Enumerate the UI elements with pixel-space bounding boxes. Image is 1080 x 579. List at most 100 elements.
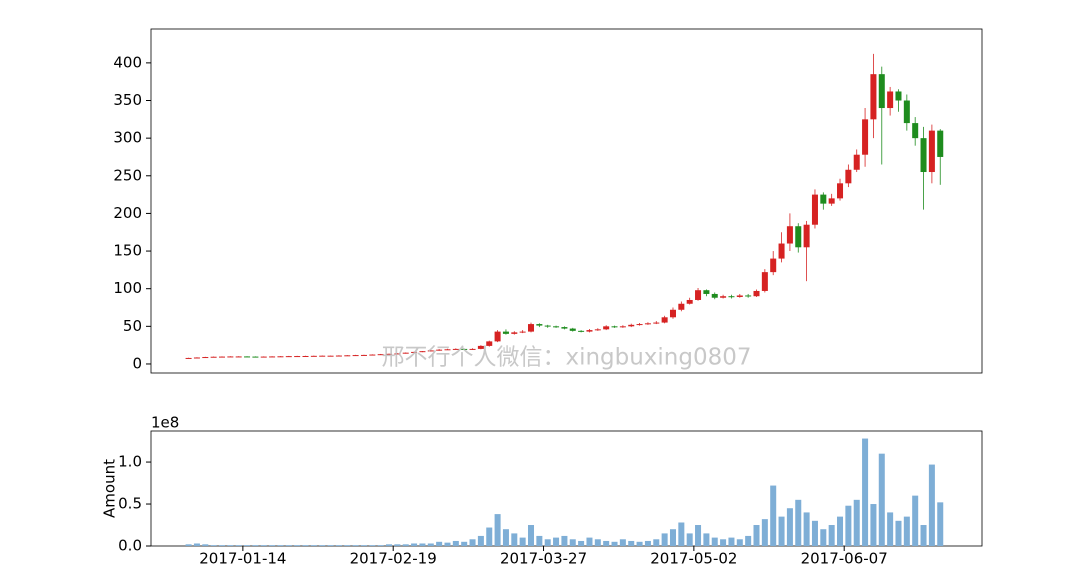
- volume-bar: [502, 529, 509, 546]
- candle-body: [193, 357, 200, 359]
- volume-bar: [569, 539, 576, 546]
- volume-bar: [770, 485, 777, 546]
- volume-bar: [636, 541, 643, 546]
- y-tick-label: 100: [113, 279, 142, 297]
- candle-body: [511, 332, 518, 334]
- volume-bar: [444, 542, 451, 546]
- volume-bar: [611, 541, 618, 546]
- volume-bar: [811, 520, 818, 546]
- candle-body: [628, 324, 635, 327]
- volume-bar: [319, 545, 326, 546]
- volume-bar: [803, 512, 810, 546]
- candle-body: [344, 355, 351, 357]
- volume-bar: [244, 545, 251, 546]
- y-axis-label: Amount: [101, 459, 119, 518]
- watermark: 邢不行个人微信：xingbuxing0807: [381, 345, 751, 371]
- volume-bar: [786, 508, 793, 546]
- candle-body: [419, 351, 426, 353]
- candle-body: [811, 194, 818, 225]
- volume-bar: [469, 539, 476, 546]
- volume-bar: [394, 544, 401, 546]
- candle-body: [502, 331, 509, 334]
- y-tick-label: 200: [113, 204, 142, 222]
- candle-body: [887, 91, 894, 109]
- candle-body: [461, 348, 468, 350]
- volume-bar: [862, 438, 869, 546]
- y-tick-label: 1.0: [118, 453, 142, 471]
- candle-body: [862, 119, 869, 155]
- candle-body: [820, 194, 827, 204]
- volume-bar: [427, 543, 434, 546]
- volume-bar: [711, 537, 718, 546]
- candle-body: [519, 331, 526, 333]
- volume-bar: [369, 545, 376, 546]
- volume-bar: [928, 464, 935, 546]
- volume-bar: [344, 545, 351, 546]
- x-tick-label: 2017-01-14: [199, 550, 286, 568]
- candle-body: [436, 349, 443, 351]
- volume-bar: [519, 537, 526, 546]
- candle-body: [770, 258, 777, 273]
- candle-body: [661, 317, 668, 323]
- candle-body: [686, 299, 693, 304]
- volume-bar: [218, 545, 225, 546]
- volume-bar: [937, 502, 944, 546]
- volume-bar: [669, 529, 676, 546]
- candle-body: [895, 91, 902, 101]
- candle-body: [594, 329, 601, 331]
- axis-offset-text: 1e8: [151, 414, 179, 432]
- candle-body: [269, 356, 276, 358]
- candle-body: [878, 74, 885, 109]
- volume-bar: [837, 516, 844, 546]
- volume-bar: [561, 535, 568, 546]
- volume-bar: [494, 514, 501, 546]
- x-tick-label: 2017-06-07: [801, 550, 888, 568]
- volume-bar: [302, 545, 309, 546]
- candle-body: [527, 324, 535, 332]
- candle-body: [544, 325, 551, 327]
- volume-bar: [202, 544, 209, 546]
- candle-body: [553, 326, 560, 328]
- candle-body: [586, 330, 593, 332]
- volume-bar: [728, 537, 735, 546]
- volume-bar: [745, 535, 752, 546]
- volume-bar: [820, 529, 827, 546]
- candle-body: [745, 295, 752, 297]
- candle-body: [469, 348, 476, 350]
- volume-bar: [603, 540, 610, 546]
- candle-body: [277, 356, 284, 358]
- candle-body: [678, 303, 685, 310]
- volume-bar: [695, 525, 702, 546]
- candle-body: [644, 323, 651, 325]
- candle-body: [786, 226, 793, 244]
- candle-body: [761, 272, 768, 291]
- candle-body: [411, 351, 418, 353]
- volume-bar: [845, 505, 852, 546]
- volume-bar: [193, 543, 200, 546]
- candle-body: [227, 356, 234, 358]
- candle-body: [636, 324, 643, 326]
- volume-bar: [260, 545, 267, 546]
- candle-body: [235, 356, 242, 358]
- volume-bar: [586, 537, 593, 546]
- volume-bar: [294, 545, 301, 546]
- candle-body: [853, 154, 860, 170]
- y-tick-label: 300: [113, 129, 142, 147]
- candle-body: [294, 356, 301, 358]
- candle-body: [778, 243, 785, 259]
- volume-bar: [235, 545, 242, 546]
- volume-bar: [553, 537, 560, 546]
- volume-bar: [753, 525, 760, 546]
- candle-body: [912, 123, 919, 139]
- candle-body: [185, 357, 192, 359]
- volume-bar: [853, 499, 860, 546]
- volume-bar: [778, 516, 785, 546]
- x-tick-label: 2017-02-19: [350, 550, 437, 568]
- candle-body: [669, 309, 676, 318]
- volume-bar: [878, 453, 885, 546]
- candle-body: [486, 341, 493, 346]
- volume-bar: [511, 533, 518, 546]
- volume-bar: [720, 539, 727, 546]
- candle-body: [937, 130, 944, 157]
- candle-body: [870, 74, 877, 120]
